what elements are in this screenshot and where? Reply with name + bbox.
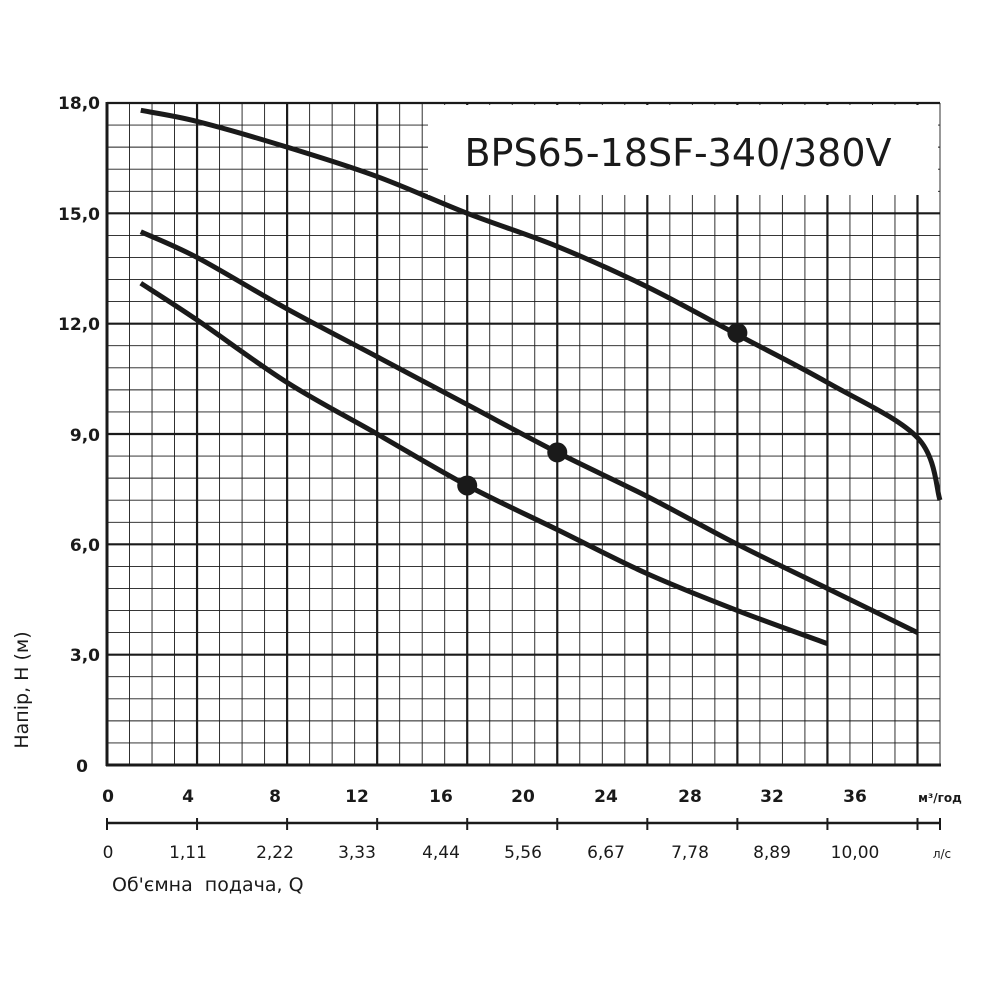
x2-tick-label: 7,78	[671, 843, 709, 863]
y-tick-label: 18,0	[58, 94, 100, 114]
operating-point-1	[727, 322, 748, 343]
x-axis-label: Об'ємна подача, Q	[112, 874, 304, 896]
y-tick-label: 15,0	[58, 205, 100, 225]
series-curves	[139, 107, 943, 646]
x-tick-label: 12	[345, 787, 369, 807]
x-tick-label: 16	[429, 787, 453, 807]
x-tick-label: 0	[102, 787, 114, 807]
y-tick-label: 9,0	[70, 426, 100, 446]
series-line-2	[139, 229, 919, 635]
y-tick-label: 12,0	[58, 315, 100, 335]
y-tick-label: 0	[76, 757, 88, 777]
x2-tick-label: 8,89	[753, 843, 791, 863]
x2-tick-label: 3,33	[338, 843, 376, 863]
title-box	[428, 105, 938, 195]
x2-tick-label: 2,22	[256, 843, 294, 863]
x-tick-label: 20	[511, 787, 535, 807]
x2-tick-label: 6,67	[587, 843, 625, 863]
operating-point-3	[457, 475, 478, 496]
x2-unit: л/с	[933, 847, 951, 861]
x2-tick-label: 4,44	[422, 843, 460, 863]
x-tick-label: 32	[760, 787, 784, 807]
chart-title: BPS65-18SF-340/380V	[464, 131, 891, 175]
x2-tick-label: 1,11	[169, 843, 207, 863]
series-line-1	[140, 107, 943, 502]
secondary-x-axis: 0 1,11 2,22 3,33 4,44 5,56 6,67 7,78 8,8…	[103, 818, 951, 863]
x2-tick-label: 10,00	[831, 843, 880, 863]
x-tick-label: 36	[843, 787, 867, 807]
x2-tick-label: 0	[103, 843, 114, 863]
x-tick-label: 8	[269, 787, 281, 807]
x-tick-label: 4	[182, 787, 194, 807]
operating-point-2	[547, 442, 568, 463]
x-tick-labels: 0 4 8 12 16 20 24 28 32 36 м³/год	[102, 787, 962, 807]
x-tick-label: 28	[678, 787, 702, 807]
series-line-3	[139, 281, 829, 646]
y-tick-label: 3,0	[70, 646, 100, 666]
x-unit: м³/год	[918, 791, 962, 805]
y-tick-label: 6,0	[70, 536, 100, 556]
y-axis-label: Напір, H (м)	[11, 631, 33, 748]
x2-tick-label: 5,56	[504, 843, 542, 863]
x-tick-label: 24	[594, 787, 618, 807]
axes	[105, 102, 941, 767]
y-tick-labels: 0 3,0 6,0 9,0 12,0 15,0 18,0	[58, 94, 100, 777]
